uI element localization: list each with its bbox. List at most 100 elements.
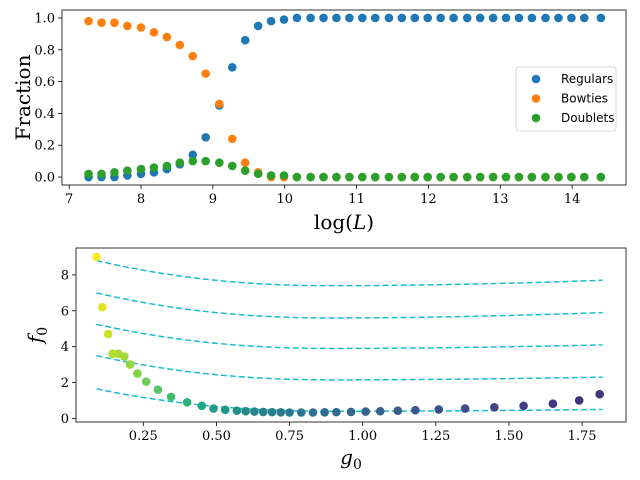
point-doublets [162, 161, 172, 171]
top-xtick-label: 14 [564, 192, 581, 207]
dashed-curve-3 [96, 323, 603, 350]
point-f0 [320, 408, 329, 417]
point-f0 [490, 402, 499, 412]
point-f0 [308, 408, 318, 417]
point-regulars [370, 13, 380, 23]
point-bowties [201, 69, 210, 78]
point-bowties [149, 27, 159, 37]
point-doublets [345, 172, 354, 182]
point-f0 [375, 406, 385, 416]
top-frame [61, 9, 627, 186]
bottom-ytick-label: 8 [61, 268, 69, 283]
legend-label-doublets: Doublets [561, 111, 614, 125]
point-doublets [514, 172, 524, 182]
point-f0 [103, 329, 113, 339]
point-doublets [567, 172, 576, 182]
point-regulars [527, 13, 537, 23]
point-f0 [250, 407, 259, 416]
point-doublets [384, 172, 394, 182]
bottom-frame [75, 247, 627, 423]
point-bowties [240, 158, 250, 168]
point-f0 [209, 404, 218, 413]
point-f0 [141, 377, 151, 386]
point-regulars [397, 13, 407, 23]
point-f0 [595, 389, 604, 399]
legend-marker-bowties [531, 94, 541, 103]
point-f0 [276, 408, 286, 417]
point-regulars [423, 13, 433, 23]
legend-marker-regulars [531, 74, 541, 84]
top-ytick-label: 0.8 [34, 43, 55, 58]
point-doublets [488, 172, 498, 182]
point-doublets [436, 172, 445, 182]
top-ytick-label: 0.2 [34, 139, 55, 154]
point-regulars [501, 13, 511, 23]
point-f0 [285, 408, 294, 417]
bottom-xtick-label: 0.75 [275, 429, 304, 444]
legend-box [515, 66, 617, 132]
point-bowties [162, 32, 172, 42]
top-y-axis-label: Fraction [11, 54, 35, 140]
point-doublets [462, 172, 472, 182]
point-f0 [267, 407, 277, 417]
point-f0 [519, 401, 528, 411]
point-doublets [410, 172, 420, 182]
point-regulars [488, 13, 498, 23]
point-regulars [319, 13, 328, 23]
point-doublets [580, 172, 589, 182]
point-bowties [123, 21, 132, 31]
point-regulars [292, 13, 302, 23]
point-bowties [136, 23, 146, 32]
point-bowties [227, 134, 237, 144]
point-doublets [84, 169, 93, 179]
top-ytick-label: 0.4 [34, 107, 55, 122]
point-f0 [548, 399, 558, 409]
point-doublets [501, 172, 511, 182]
legend-label-regulars: Regulars [561, 72, 613, 86]
point-doublets [397, 172, 407, 182]
point-regulars [279, 15, 289, 24]
point-doublets [306, 172, 315, 182]
top-xtick-label: 10 [276, 192, 293, 207]
point-doublets [449, 172, 458, 182]
point-regulars [567, 13, 576, 23]
point-doublets [253, 169, 263, 179]
point-f0 [197, 401, 207, 411]
point-doublets [475, 172, 485, 182]
point-regulars [462, 13, 472, 23]
point-doublets [215, 158, 224, 168]
bottom-ytick-label: 4 [61, 340, 69, 355]
top-xtick-label: 13 [492, 192, 509, 207]
point-f0 [119, 352, 129, 361]
point-f0 [232, 406, 242, 415]
point-bowties [175, 40, 185, 50]
point-f0 [361, 407, 370, 416]
point-bowties [188, 51, 198, 61]
fraction-chart: 7 8 9 10 11 12 13 14 0.0 0.2 0.4 0.6 0.8 1.0 log(L) Fra… [11, 9, 627, 234]
point-f0 [460, 404, 470, 413]
point-doublets [292, 172, 302, 182]
point-f0 [296, 408, 306, 417]
legend-label-bowties: Bowties [561, 92, 608, 106]
bottom-xtick-label: 1.75 [568, 429, 597, 444]
point-doublets [97, 169, 106, 179]
point-doublets [110, 167, 119, 177]
bottom-xtick-label: 1.00 [348, 429, 377, 444]
top-x-axis-label: log(L) [314, 210, 374, 234]
point-doublets [370, 172, 380, 182]
point-regulars [266, 16, 276, 26]
point-doublets [149, 163, 159, 172]
point-doublets [541, 172, 550, 182]
point-regulars [201, 132, 210, 142]
point-bowties [215, 99, 224, 109]
point-f0 [258, 407, 268, 417]
point-doublets [554, 172, 563, 182]
bottom-xtick-label: 0.25 [129, 429, 158, 444]
top-ytick-label: 1.0 [34, 11, 55, 26]
bottom-xtick-label: 1.25 [421, 429, 450, 444]
point-regulars [580, 13, 589, 23]
point-f0 [153, 385, 163, 395]
point-doublets [240, 166, 250, 175]
